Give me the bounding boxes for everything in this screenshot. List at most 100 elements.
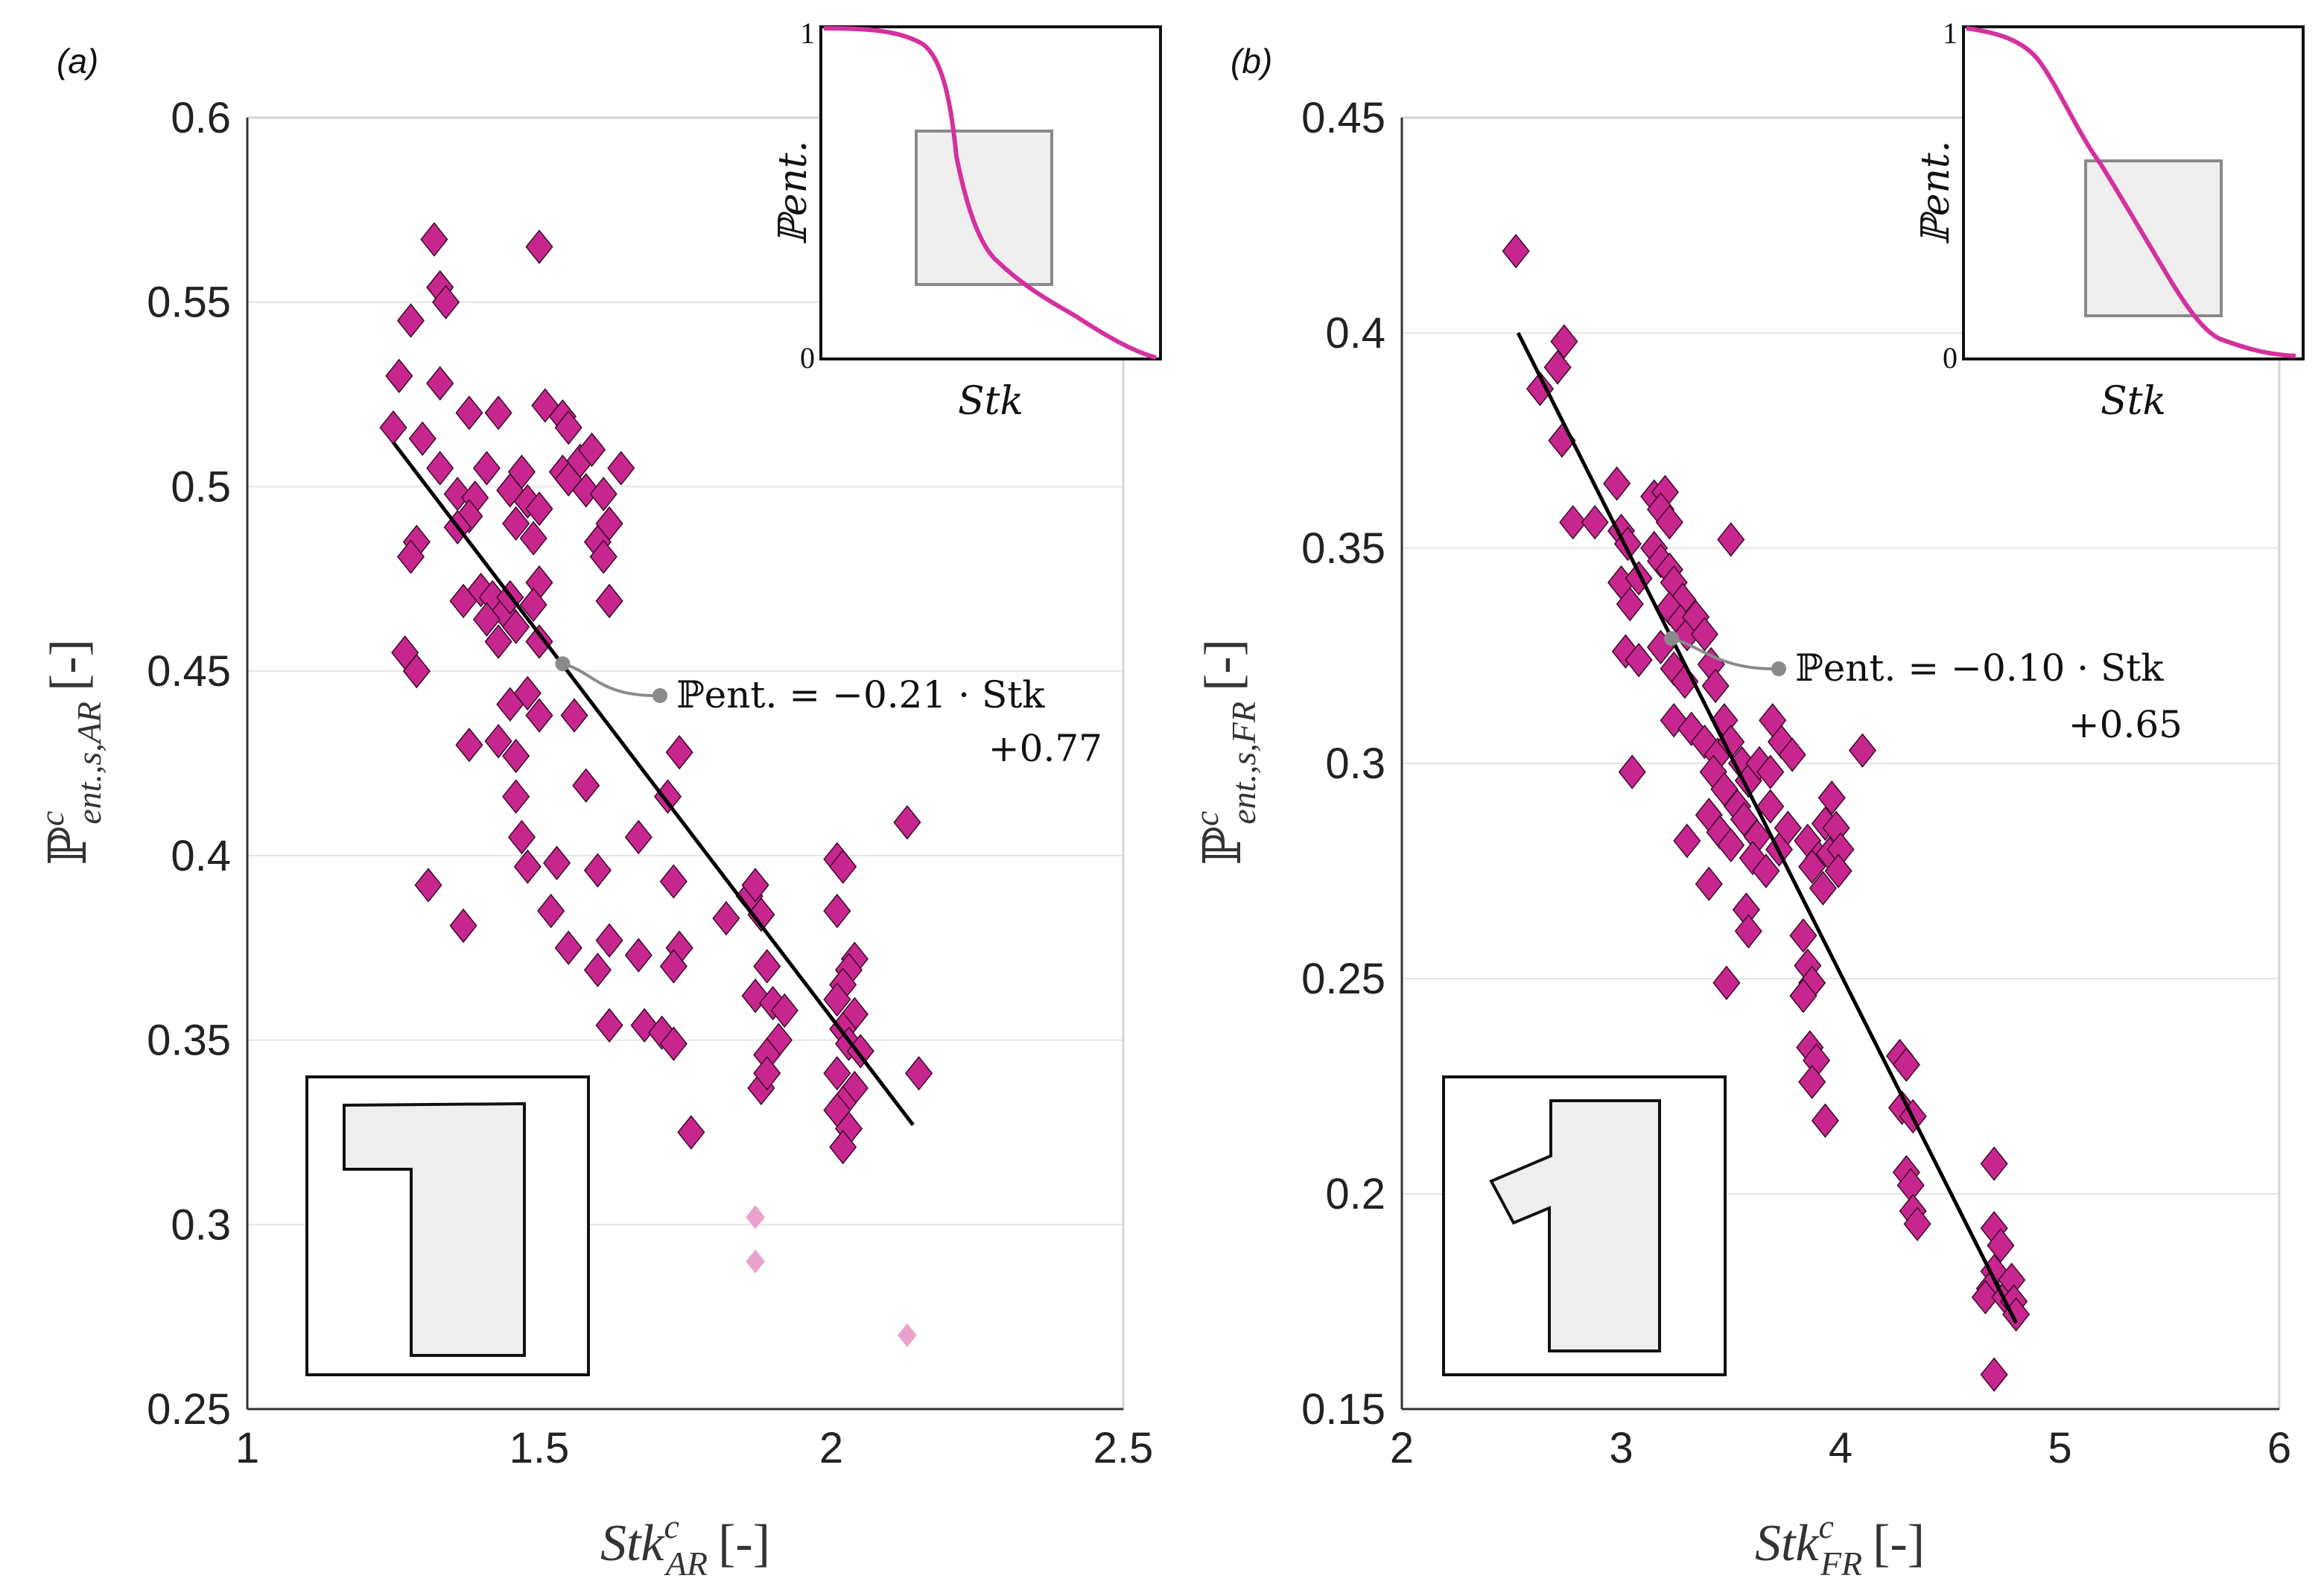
data-marker [1778,737,1806,772]
data-marker [572,473,600,508]
data-marker [1717,522,1745,557]
data-marker [537,893,565,929]
data-marker [513,675,542,711]
data-marker [1673,823,1701,859]
panel-b-inset-ytick-0: 0 [1943,341,1958,375]
panel-b-inset: 1 0 Stk ℙent. [1914,16,2305,424]
data-marker [1798,849,1826,884]
data-marker [1824,853,1852,888]
data-marker [402,653,431,689]
data-marker [1848,733,1877,768]
data-marker [607,451,635,486]
panel-b-xtick-label: 3 [1609,1424,1633,1472]
panel-a-xlabel-main: Stk [600,1515,665,1572]
data-marker [1525,371,1555,407]
data-marker [455,395,483,430]
data-marker [502,506,530,541]
data-marker [396,539,425,574]
panel-a-ytick-label: 0.3 [171,1201,231,1249]
data-marker [513,849,542,884]
data-marker [408,421,436,457]
data-marker [823,1055,851,1091]
data-marker [525,491,553,527]
panel-b-inset-ytick-1: 1 [1943,16,1958,50]
panel-a-xtick-label: 2 [819,1424,843,1472]
panel-a-inset-curve [823,26,1157,360]
panel-b-ytick-label: 0.3 [1325,740,1385,788]
data-marker [1701,668,1730,704]
data-marker [472,602,501,637]
data-marker [525,229,553,264]
panel-a-fit-line [392,441,915,1127]
data-marker [554,410,582,445]
data-marker [519,521,547,556]
data-marker [1730,801,1758,837]
panel-b-fit-equation: ℙent. = −0.10 · Stk [1795,646,2164,690]
panel-b-schematic-shape [1489,1099,1661,1352]
data-marker [583,953,612,988]
data-marker [502,609,530,644]
faded-marker [746,1205,765,1230]
panel-a-ytick-label: 0.6 [171,94,231,142]
data-marker [1559,505,1587,540]
data-marker [829,1130,857,1165]
data-marker [572,768,600,803]
panel-a: (a) 0.25 0.3 0.35 0.4 0.45 0.5 0.55 0.6 1 1.5 2 2.… [33,16,1162,1583]
data-marker [1752,853,1780,888]
data-marker [542,845,571,880]
data-marker [525,698,553,733]
data-marker [1987,1228,2015,1263]
data-marker [396,303,425,338]
data-marker [595,923,623,958]
data-marker [1695,866,1723,902]
faded-marker [746,1249,765,1274]
data-marker [770,993,799,1028]
data-marker [431,284,460,319]
data-marker [747,897,775,932]
panel-b-tag: (b) [1231,42,1272,80]
data-marker [677,1115,705,1150]
panel-a-inset-ytick-0: 0 [800,341,815,375]
panel-a-xlabel-unit: [-] [718,1515,770,1572]
data-marker [560,698,588,733]
data-marker [426,366,454,401]
panel-a-ytick-label: 0.45 [147,647,231,696]
data-marker [1710,772,1739,807]
data-marker [502,779,530,814]
panel-a-inset-ylabel: ℙent. [771,141,816,246]
data-marker [1892,1047,1920,1082]
panel-a-ylabel-sup: c [33,811,71,826]
data-marker [496,473,524,508]
data-marker [1756,754,1785,789]
panel-b-fit-annotation [1664,631,1786,676]
panel-b-ylabel-sup: c [1187,811,1225,826]
data-marker [595,583,623,619]
panel-a-y-tick-labels: 0.25 0.3 0.35 0.4 0.45 0.5 0.55 0.6 [147,94,231,1434]
data-marker [712,900,740,936]
data-marker [1789,918,1817,953]
panel-b-ylabel-sub: ent.,s,FR [1225,702,1263,824]
panel-b-annotation-label-dot [1771,661,1786,676]
panel-b-ytick-label: 0.35 [1301,524,1385,573]
panel-b-annotation-anchor-dot [1664,631,1680,646]
data-marker [893,805,921,840]
data-marker [823,893,851,929]
panel-b-markers [1502,233,2031,1392]
panel-a-xtick-label: 1.5 [509,1424,570,1472]
panel-a-ytick-label: 0.25 [147,1385,231,1434]
data-marker [1603,466,1631,501]
data-marker [1502,233,1530,269]
data-marker [472,451,501,486]
data-marker [659,949,688,984]
panel-b-xlabel-sub: FR [1820,1545,1862,1583]
panel-a-inset-ytick-1: 1 [800,16,815,50]
panel-a-tag: (a) [57,42,98,80]
data-marker [484,724,512,759]
data-marker [1543,350,1572,385]
data-marker [1759,702,1787,738]
panel-a-ytick-label: 0.5 [171,462,231,511]
data-marker [379,410,407,445]
panel-a-fit-equation: ℙent. = −0.21 · Stk [676,673,1045,716]
panel-a-ylabel-sub: ent.,s,AR [70,702,108,824]
data-marker [1756,789,1785,824]
